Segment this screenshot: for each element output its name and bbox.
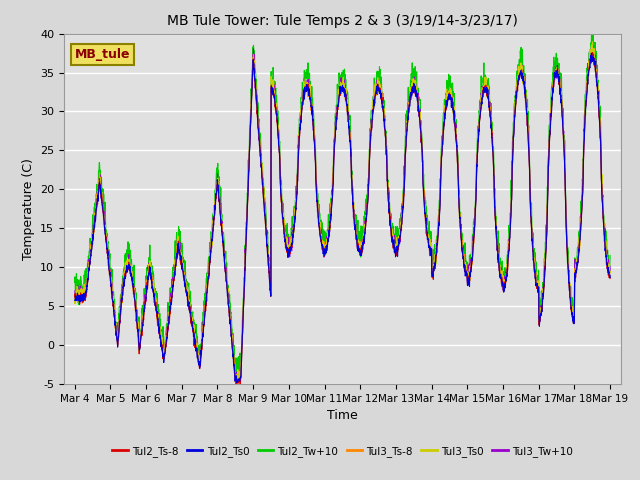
Text: MB_tule: MB_tule: [75, 48, 131, 61]
Y-axis label: Temperature (C): Temperature (C): [22, 158, 35, 260]
Legend: Tul2_Ts-8, Tul2_Ts0, Tul2_Tw+10, Tul3_Ts-8, Tul3_Ts0, Tul3_Tw+10: Tul2_Ts-8, Tul2_Ts0, Tul2_Tw+10, Tul3_Ts…: [108, 442, 577, 461]
Title: MB Tule Tower: Tule Temps 2 & 3 (3/19/14-3/23/17): MB Tule Tower: Tule Temps 2 & 3 (3/19/14…: [167, 14, 518, 28]
X-axis label: Time: Time: [327, 409, 358, 422]
